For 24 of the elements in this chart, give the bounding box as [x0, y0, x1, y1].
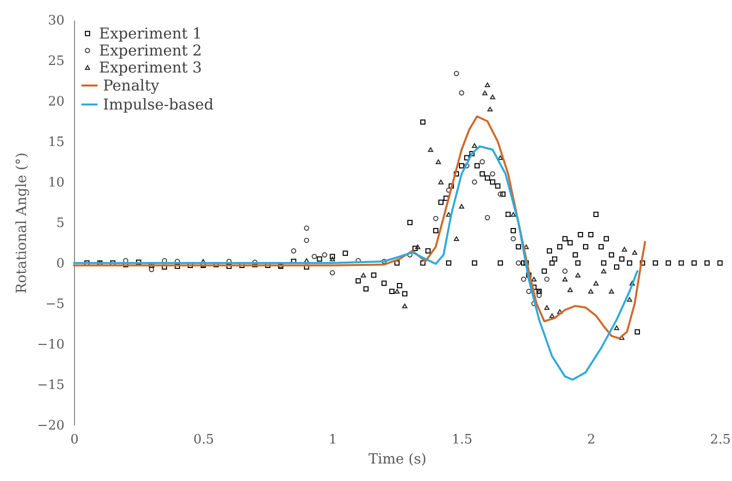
x-tick-label: 0.5	[193, 432, 214, 448]
y-tick-label: −15	[37, 378, 64, 393]
y-tick-label: 0	[56, 256, 64, 272]
y-tick-label: 25	[48, 54, 64, 69]
x-tick-label: 2	[587, 432, 596, 448]
x-tick-label: 2.5	[710, 432, 731, 448]
y-tick-label: −20	[37, 418, 64, 434]
y-axis-title: Rotational Angle (°)	[14, 152, 30, 294]
y-tick-label: 15	[48, 135, 64, 150]
legend-label: Experiment 1	[99, 24, 202, 42]
y-tick-label: 30	[48, 14, 64, 28]
y-tick-label: 10	[48, 176, 64, 190]
legend-label: Experiment 2	[99, 42, 202, 60]
y-tick-label: 5	[56, 216, 64, 231]
x-axis-title: Time (s)	[368, 452, 426, 468]
x-tick-label: 1	[328, 432, 338, 448]
legend-label: Experiment 3	[99, 58, 202, 76]
x-tick-label: 1.5	[452, 432, 472, 448]
y-tick-label: 20	[48, 94, 64, 110]
y-tick-label: −5	[45, 297, 64, 312]
legend-label: Impulse-based	[103, 96, 214, 114]
legend-label: Penalty	[103, 76, 160, 94]
x-tick-label: 0	[70, 432, 79, 448]
y-tick-label: −10	[37, 338, 64, 352]
